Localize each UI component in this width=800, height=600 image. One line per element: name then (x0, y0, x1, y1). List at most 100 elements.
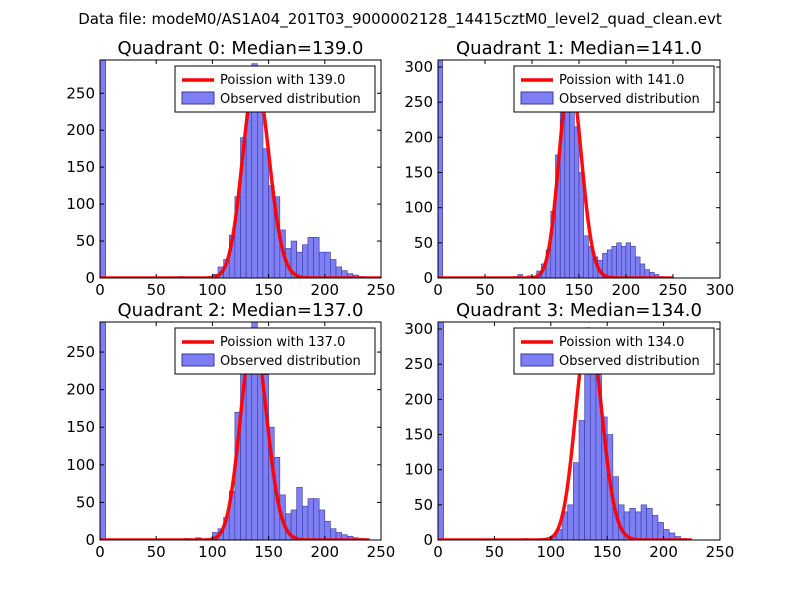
x-tick-label: 50 (485, 543, 504, 561)
y-tick-label: 0 (85, 269, 95, 287)
histogram-bar (625, 242, 631, 278)
histogram-bar (578, 420, 585, 540)
histogram-bar (330, 259, 337, 278)
histogram-bar (307, 498, 314, 540)
x-tick-label: 100 (536, 543, 565, 561)
histogram-bar (318, 509, 326, 540)
x-tick-label: 150 (254, 543, 283, 561)
x-tick-label: 150 (254, 281, 283, 299)
x-tick-label: 50 (147, 281, 166, 299)
legend-poisson-label: Poission with 139.0 (220, 73, 345, 88)
x-tick-label: 200 (612, 281, 641, 299)
histogram-bar (100, 322, 106, 540)
x-tick-label: 100 (198, 281, 227, 299)
poisson-curve (100, 335, 371, 540)
histogram-bar (639, 263, 646, 278)
y-tick-label: 300 (404, 320, 433, 338)
y-tick-label: 150 (404, 164, 433, 182)
legend-observed-label: Observed distribution (220, 92, 361, 107)
histogram-bar (313, 237, 320, 278)
y-tick-label: 100 (404, 461, 433, 479)
x-tick-label: 50 (475, 281, 494, 299)
plot-content (438, 60, 674, 278)
legend-poisson-label: Poission with 141.0 (559, 73, 684, 88)
x-tick-label: 0 (433, 543, 443, 561)
quadrant-2-chart: 0 50 100 150 200 250 0 50 100 150 200 250 Quadrant 2… (66, 300, 395, 561)
legend-observed-swatch (520, 353, 554, 367)
histogram-bar (573, 462, 580, 540)
plot-frame (99, 59, 382, 279)
legend-observed-label: Observed distribution (559, 92, 700, 107)
poisson-curve (100, 76, 381, 278)
histogram-bar (262, 148, 269, 278)
legend: Poission with 137.0 Observed distribution (174, 327, 376, 375)
histogram-bar (302, 244, 309, 278)
x-tick-label: 250 (706, 543, 735, 561)
x-tick-label: 200 (310, 543, 339, 561)
histogram-bar (616, 242, 622, 278)
histogram-bar (620, 246, 627, 278)
x-tick-label: 100 (518, 281, 547, 299)
y-tick-label: 50 (414, 234, 433, 252)
y-tick-label: 0 (423, 531, 433, 549)
quadrant-0-chart: 0 50 100 150 200 250 0 50 100 150 200 250 Quadrant 0… (66, 38, 395, 299)
plot-frame (99, 321, 382, 541)
x-tick-label: 0 (95, 543, 105, 561)
poisson-curve (438, 75, 674, 278)
histogram-bar (438, 60, 443, 278)
x-tick-label: 100 (198, 543, 227, 561)
legend-poisson-label: Poission with 137.0 (220, 335, 345, 350)
x-tick-label: 0 (433, 281, 443, 299)
histogram-bar (573, 126, 580, 278)
histogram-bar (296, 487, 303, 540)
x-tick-label: 200 (649, 543, 678, 561)
histogram-bar (567, 504, 574, 540)
y-tick-label: 0 (85, 531, 95, 549)
y-tick-label: 250 (66, 343, 95, 361)
histogram-bar (302, 505, 309, 540)
y-tick-label: 50 (76, 493, 95, 511)
histogram-bar (583, 235, 589, 278)
histogram-bar (646, 508, 653, 540)
y-tick-label: 200 (404, 128, 433, 146)
x-tick-label: 150 (593, 543, 622, 561)
y-tick-label: 100 (66, 456, 95, 474)
quadrant-title: Quadrant 1: Median=141.0 (456, 38, 702, 59)
quadrant-title: Quadrant 2: Median=137.0 (118, 300, 364, 321)
quadrant-title: Quadrant 0: Median=139.0 (118, 38, 364, 59)
x-tick-label: 250 (659, 281, 688, 299)
x-tick-label: 50 (147, 543, 166, 561)
y-tick-label: 50 (414, 496, 433, 514)
quadrant-1-chart: 0 50 100 150 200 250 300 0 50 100 150 200 250 300 Quad… (404, 38, 734, 299)
x-tick-label: 250 (367, 281, 396, 299)
y-tick-label: 300 (404, 58, 433, 76)
histogram-bar (630, 246, 636, 278)
histogram-bar (652, 515, 659, 540)
y-tick-label: 250 (404, 93, 433, 111)
y-tick-label: 250 (404, 355, 433, 373)
panels: 0 50 100 150 200 250 0 50 100 150 200 250 Quadrant 0… (66, 38, 734, 561)
y-tick-label: 200 (66, 121, 95, 139)
quadrant-3-chart: 0 50 100 150 200 250 0 50 100 150 200 250 300 Quadran… (404, 300, 734, 561)
legend-observed-label: Observed distribution (559, 354, 700, 369)
legend: Poission with 139.0 Observed distribution (174, 65, 376, 113)
histogram-bar (318, 251, 326, 278)
legend-observed-label: Observed distribution (220, 354, 361, 369)
histogram-bar (313, 498, 320, 540)
y-tick-label: 50 (76, 232, 95, 250)
x-tick-label: 150 (565, 281, 594, 299)
histogram-bar (606, 249, 613, 278)
suptitle: Data file: modeM0/AS1A04_201T03_90000021… (78, 10, 722, 29)
histogram-bar (257, 89, 264, 278)
plot-content (100, 60, 381, 278)
legend-observed-swatch (181, 353, 215, 367)
histogram-bar (611, 246, 617, 278)
y-tick-label: 250 (66, 84, 95, 102)
histogram-bar (324, 251, 331, 278)
legend-observed-swatch (520, 91, 554, 105)
quadrant-title: Quadrant 3: Median=134.0 (456, 300, 702, 321)
y-tick-label: 100 (404, 199, 433, 217)
histogram-bar (307, 237, 314, 278)
histogram-bar (640, 504, 647, 540)
y-tick-label: 100 (66, 195, 95, 213)
